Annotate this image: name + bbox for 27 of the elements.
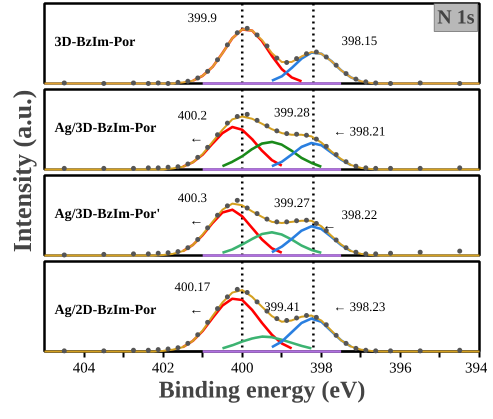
text: Ag/3D-BzIm-Por' <box>54 207 160 222</box>
x-tick-label: 402 <box>152 360 174 376</box>
x-tick-label: 396 <box>389 360 412 376</box>
annotation: 399.27 <box>274 194 310 210</box>
x-tick-label: 394 <box>465 360 488 376</box>
annotation: ← 398.23 <box>333 299 386 314</box>
text: 3D-BzIm-Por <box>54 35 136 50</box>
annotation: ← <box>189 214 204 230</box>
annotation: 400.3 <box>178 190 207 206</box>
text: Ag/3D-BzIm-Por <box>54 121 156 136</box>
x-tick-label: 398 <box>310 360 333 376</box>
x-tick-label: 404 <box>72 360 96 376</box>
annotation: 400.2 <box>178 108 207 123</box>
x-tick-label: 400 <box>230 360 254 376</box>
x-axis-title: Binding energy (eV) <box>158 378 366 404</box>
annotation: ← <box>189 303 204 318</box>
annotation: 399.9 <box>188 10 217 25</box>
annotation: 400.17 <box>174 279 211 294</box>
annotation: 398.22 <box>342 206 378 222</box>
annotation: 399.28 <box>274 104 310 120</box>
annotation: ← 398.21 <box>333 124 386 139</box>
annotation: 398.15 <box>342 33 378 48</box>
annotation: 399.41 <box>264 299 300 314</box>
annotation: ← <box>189 132 204 147</box>
text: Ag/2D-BzIm-Por <box>54 303 156 318</box>
y-axis-title: Intensity (a.u.) <box>8 90 37 252</box>
annotation: N 1s <box>437 6 475 28</box>
